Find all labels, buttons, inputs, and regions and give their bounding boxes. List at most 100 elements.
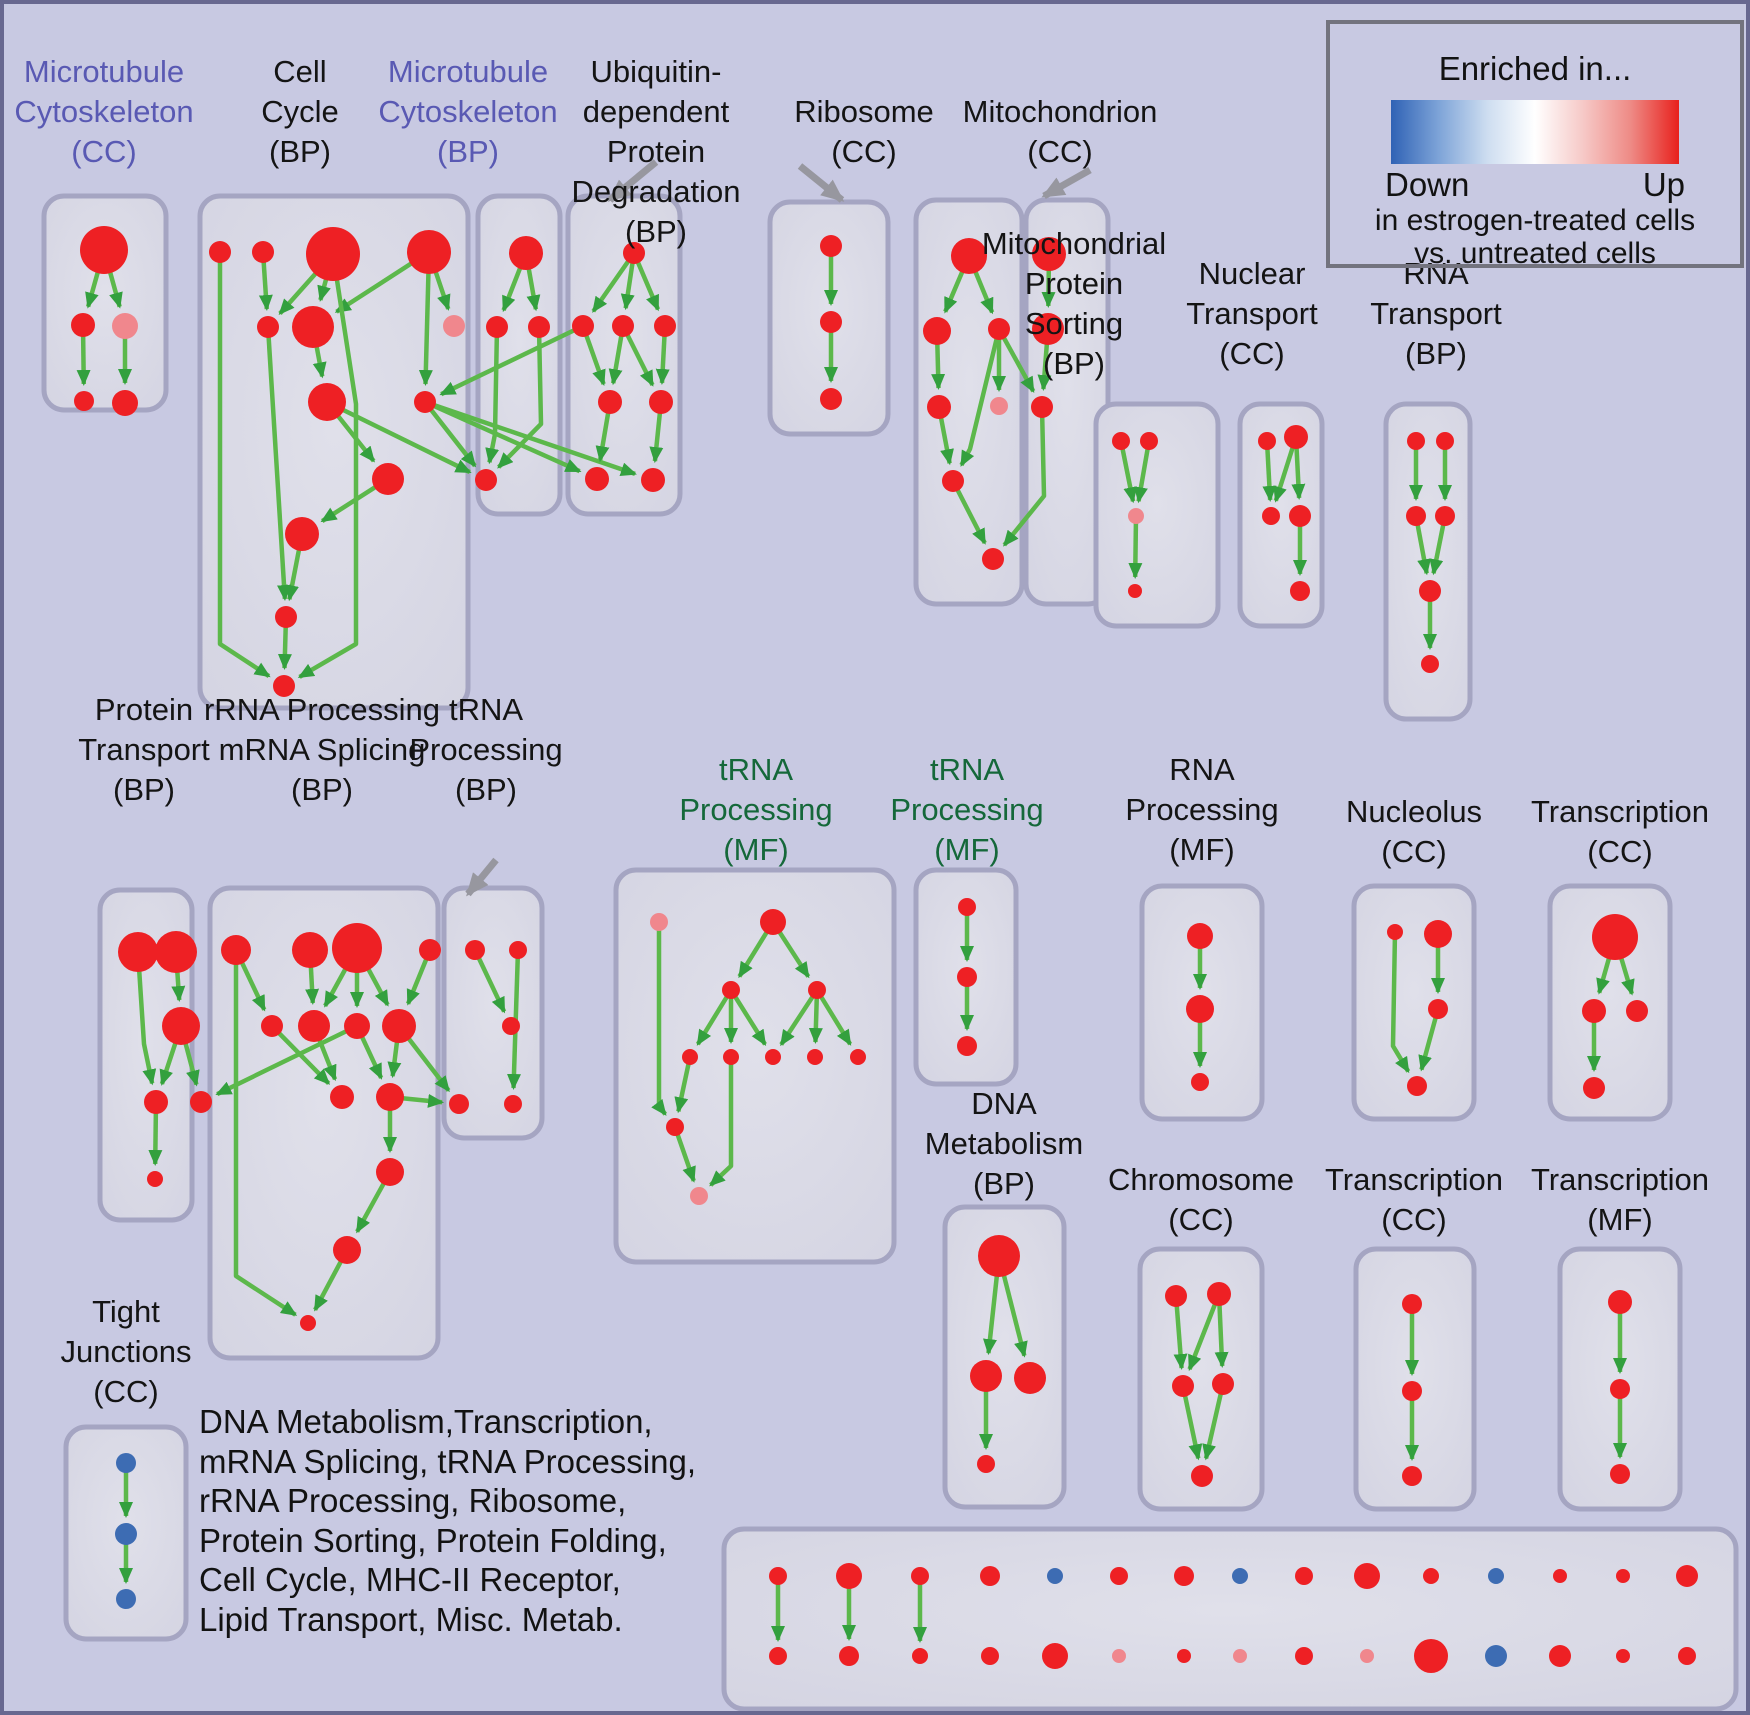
group-label-transcription-mf: Transcription (MF)	[1531, 1162, 1709, 1237]
group-label-line: (BP)	[291, 772, 353, 807]
edge-arrow	[423, 400, 477, 468]
go-term-node-up	[504, 1095, 522, 1113]
go-term-node-up	[1191, 1073, 1209, 1091]
edge-arrow	[418, 251, 433, 387]
edge-arrow	[1118, 440, 1138, 504]
go-term-node-up	[162, 1007, 200, 1045]
label-pointer-arrow	[607, 159, 659, 203]
go-term-node-up	[951, 238, 987, 274]
group-label-line: Processing	[679, 792, 832, 827]
go-term-node-up	[285, 517, 319, 551]
go-term-node-up	[1414, 1639, 1448, 1673]
go-term-node-up	[275, 606, 297, 628]
group-label-line: (MF)	[1169, 832, 1234, 867]
edge-arrow	[779, 988, 819, 1047]
go-term-node-up	[1289, 505, 1311, 527]
edge-arrow	[1390, 931, 1411, 1074]
group-label-line: Protein	[1025, 266, 1123, 301]
go-term-node-up	[292, 932, 328, 968]
go-term-node-up	[1582, 999, 1606, 1023]
go-term-node-up	[261, 1015, 283, 1037]
misc-cluster-caption: DNA Metabolism,Transcription, mRNA Splic…	[199, 1402, 696, 1639]
go-term-node-up	[988, 318, 1010, 340]
go-term-node-up	[1406, 506, 1426, 526]
go-term-node-up	[612, 315, 634, 337]
group-label-line: Processing	[409, 732, 562, 767]
go-term-node-up	[292, 306, 334, 348]
caption-line: Cell Cycle, MHC-II Receptor,	[199, 1561, 621, 1598]
group-label-rna-transport: RNA Transport (BP)	[1370, 256, 1502, 371]
go-term-node-up	[1295, 1567, 1313, 1585]
group-label-line: Metabolism	[925, 1126, 1084, 1161]
go-term-node-up	[1402, 1381, 1422, 1401]
group-label-line: Ribosome	[794, 94, 934, 129]
edge-arrow	[1128, 515, 1143, 580]
go-term-node-down	[116, 1589, 136, 1609]
go-term-node-up	[1284, 425, 1308, 449]
group-label-line: (BP)	[973, 1166, 1035, 1201]
edge-arrow	[1134, 440, 1152, 504]
go-term-node-down	[116, 1453, 136, 1473]
go-term-node-up	[1207, 1282, 1231, 1306]
go-term-node-up	[332, 923, 382, 973]
go-term-node-up	[80, 226, 128, 274]
go-term-node-up	[1212, 1373, 1234, 1395]
edge-arrow	[729, 988, 767, 1046]
go-term-node-up	[769, 1567, 787, 1585]
go-term-node-up	[209, 241, 231, 263]
go-term-node-up	[419, 939, 441, 961]
group-label-line: Microtubule	[24, 54, 184, 89]
group-box-transcription-cc-2	[1353, 1246, 1477, 1512]
edge-arrow	[997, 327, 1036, 393]
group-box-chromosome	[1137, 1246, 1265, 1512]
group-label-line: (BP)	[1405, 336, 1467, 371]
go-term-node-down	[115, 1523, 137, 1545]
go-term-node-up	[1258, 432, 1276, 450]
group-label-rrna-mrna: rRNA Processing mRNA Splicing (BP)	[204, 692, 440, 807]
group-label-line: Protein	[95, 692, 193, 727]
group-label-line: tRNA	[930, 752, 1004, 787]
go-term-node-up	[528, 316, 550, 338]
caption-line: DNA Metabolism,Transcription,	[199, 1403, 653, 1440]
edge-arrow	[695, 988, 733, 1046]
edge-arrow	[424, 399, 582, 474]
go-term-node-up	[1678, 1647, 1696, 1665]
go-term-node-down	[1485, 1645, 1507, 1667]
group-box-microtubule-cc	[41, 193, 169, 413]
go-term-node-up	[1177, 1649, 1191, 1663]
go-term-node-up	[957, 1036, 977, 1056]
group-label-protein-transport: Protein Transport (BP)	[78, 692, 210, 807]
go-term-node-up	[1549, 1645, 1571, 1667]
go-term-node-up	[1402, 1294, 1422, 1314]
group-label-line: Cycle	[261, 94, 339, 129]
group-label-line: Microtubule	[388, 54, 548, 89]
go-term-node-weak-up	[443, 315, 465, 337]
group-label-line: (CC)	[93, 1374, 158, 1409]
go-term-node-up	[820, 388, 842, 410]
go-term-node-up	[836, 1563, 862, 1589]
group-label-line: tRNA	[449, 692, 523, 727]
go-term-node-up	[1592, 914, 1638, 960]
group-label-line: Cell	[273, 54, 326, 89]
network-diagram: Microtubule Cytoskeleton (CC) Cell Cycle (BP)…	[14, 54, 1739, 1711]
edge-arrow	[950, 479, 987, 545]
go-term-node-up	[820, 235, 842, 257]
go-term-node-up	[912, 1648, 928, 1664]
go-term-node-up	[850, 1049, 866, 1065]
go-term-node-up	[1423, 1568, 1439, 1584]
group-label-line: Transport	[1186, 296, 1318, 331]
go-term-node-up	[1262, 507, 1280, 525]
go-term-node-up	[1553, 1569, 1567, 1583]
go-term-node-up	[509, 236, 543, 270]
go-term-node-up	[585, 467, 609, 491]
group-label-line: (CC)	[831, 134, 896, 169]
group-label-line: Tight	[92, 1294, 160, 1329]
go-term-node-up	[1031, 396, 1053, 418]
edge-arrow	[672, 1126, 696, 1183]
go-term-node-up	[654, 315, 676, 337]
legend-caption-line1: in estrogen-treated cells	[1374, 204, 1696, 237]
group-box-transcription-cc-1	[1547, 883, 1673, 1122]
go-term-node-up	[981, 1647, 999, 1665]
legend-caption-line2: vs. untreated cells	[1414, 237, 1656, 270]
group-label-line: Degradation	[572, 174, 741, 209]
